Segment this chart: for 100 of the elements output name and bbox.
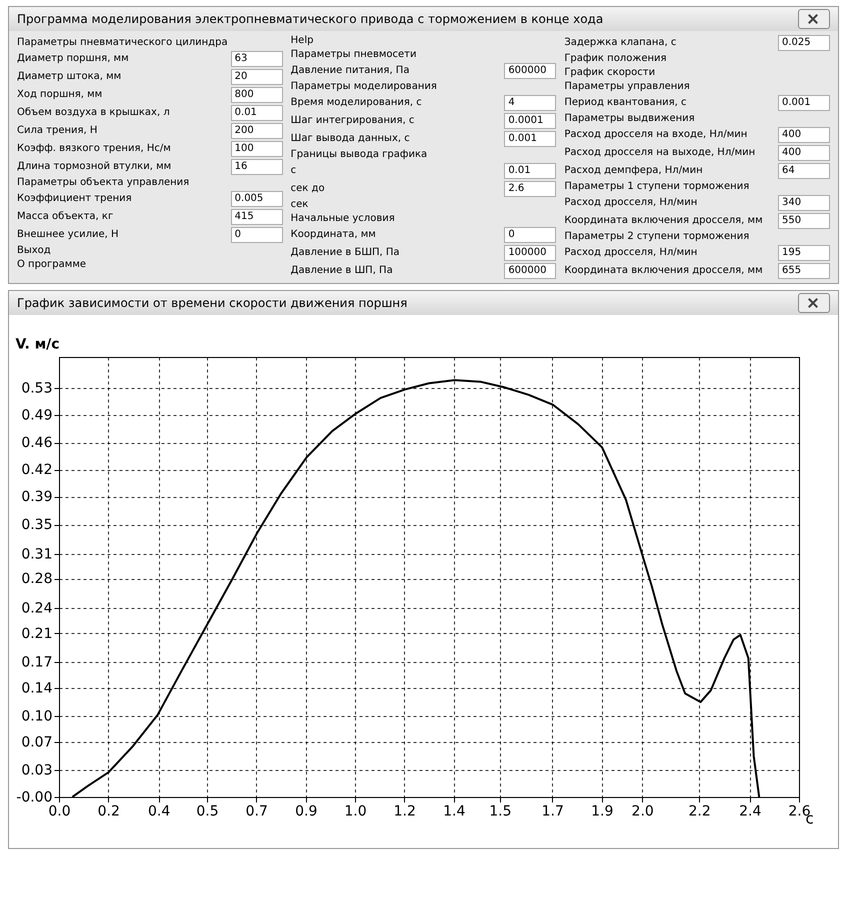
text: 340 xyxy=(778,195,830,211)
text: Параметры управления xyxy=(564,81,690,93)
text: Давление в ШП, Па xyxy=(290,265,393,277)
text: Параметры 1 ступени торможения xyxy=(564,181,750,193)
x-tick-label: 1.9 xyxy=(591,804,614,820)
x-tick-label: 0.7 xyxy=(246,804,268,820)
text: 0.005 xyxy=(230,191,283,207)
text: с xyxy=(290,165,296,177)
text: 64 xyxy=(778,163,830,179)
y-tick-label: 0.42 xyxy=(21,462,52,478)
text: Шаг интегрирования, с xyxy=(290,115,414,127)
text: 655 xyxy=(778,263,830,279)
text: Параметры выдвижения xyxy=(564,113,695,125)
text: 415 xyxy=(230,209,283,225)
text: Программа моделирования электропневматического привода с торможением в конце хода xyxy=(17,12,604,26)
x-tick-label: 0.4 xyxy=(148,804,170,820)
text: Границы вывода графика xyxy=(290,149,428,161)
text: Параметры 2 ступени торможения xyxy=(564,231,750,243)
text: Давление в БШП, Па xyxy=(290,247,400,259)
text: 195 xyxy=(778,245,830,261)
text: 0.0001 xyxy=(504,113,556,129)
text: О программе xyxy=(17,259,86,271)
y-tick-label: 0.14 xyxy=(21,680,53,697)
text: сек xyxy=(290,199,308,211)
text: Сила трения, Н xyxy=(17,125,98,137)
text: 0.01 xyxy=(230,105,283,121)
text: Help xyxy=(290,35,314,47)
text: Период квантования, с xyxy=(564,97,687,109)
y-tick-label: 0.21 xyxy=(21,626,52,642)
y-tick-label: 0.35 xyxy=(21,517,52,534)
text: Диаметр поршня, мм xyxy=(17,53,129,65)
text: Параметры пневматического цилиндра xyxy=(17,37,228,49)
text: Расход демпфера, Нл/мин xyxy=(564,165,703,177)
text: Внешнее усилие, Н xyxy=(17,229,119,241)
text: Расход дросселя, Нл/мин xyxy=(564,197,698,209)
text: Параметры объекта управления xyxy=(17,177,190,189)
text: Шаг вывода данных, с xyxy=(290,133,410,145)
text: 400 xyxy=(778,145,830,161)
text: Коэфф. вязкого трения, Нс/м xyxy=(17,143,171,155)
text: 63 xyxy=(230,51,283,67)
text: 0.025 xyxy=(778,35,830,51)
text: 20 xyxy=(230,69,283,85)
y-tick-label: 0.10 xyxy=(21,708,52,725)
text: сек до xyxy=(290,183,325,195)
y-tick-label: 0.53 xyxy=(21,380,52,396)
x-tick-label: 0.5 xyxy=(196,804,219,820)
x-tick-label: 0.2 xyxy=(98,804,120,820)
y-tick-label: 0.07 xyxy=(21,734,52,751)
y-axis-title: V. м/с xyxy=(16,336,60,352)
text: Объем воздуха в крышках, л xyxy=(17,107,170,119)
text: 550 xyxy=(778,213,830,229)
text: Параметры моделирования xyxy=(290,81,437,93)
y-tick-label: 0.46 xyxy=(21,435,53,452)
x-tick-label: 2.4 xyxy=(739,804,762,820)
text: Выход xyxy=(17,245,51,257)
y-tick-label: 0.03 xyxy=(21,762,52,778)
text: Координата включения дросселя, мм xyxy=(564,215,763,227)
text: 800 xyxy=(230,87,283,103)
y-tick-label: 0.31 xyxy=(21,546,52,562)
text: Масса объекта, кг xyxy=(17,211,114,223)
text: Начальные условия xyxy=(290,213,395,225)
text: 4 xyxy=(504,95,556,111)
text: График скорости xyxy=(564,67,656,79)
x-tick-label: 0.0 xyxy=(48,804,71,820)
y-tick-label: 0.28 xyxy=(21,571,52,588)
y-tick-label: 0.24 xyxy=(21,600,53,616)
text: Расход дросселя, Нл/мин xyxy=(564,247,698,259)
text: График положения xyxy=(564,53,667,65)
x-tick-label: 1.4 xyxy=(443,804,466,820)
x-tick-label: 1.2 xyxy=(394,804,416,820)
text: 100 xyxy=(230,141,283,157)
y-tick-label: -0.00 xyxy=(16,790,52,806)
text: Давление питания, Па xyxy=(290,65,410,77)
text: 0 xyxy=(504,227,556,243)
x-tick-label: 1.5 xyxy=(489,804,512,820)
text: 0.001 xyxy=(504,131,556,147)
text: 0.001 xyxy=(778,95,830,111)
text: Диаметр штока, мм xyxy=(17,71,122,83)
text: Расход дросселя на выходе, Нл/мин xyxy=(564,147,756,159)
text: 2.6 xyxy=(504,181,556,197)
text: Параметры пневмосети xyxy=(290,49,416,61)
text: Время моделирования, с xyxy=(290,97,422,109)
text: 600000 xyxy=(504,263,556,279)
x-tick-label: 1.0 xyxy=(344,804,367,820)
text: Расход дросселя на входе, Нл/мин xyxy=(564,129,748,141)
y-tick-label: 0.49 xyxy=(21,407,52,424)
text: 400 xyxy=(778,127,830,143)
chart-title: График зависимости от времени скорости движения поршня xyxy=(17,296,408,310)
text: Ход поршня, мм xyxy=(17,89,102,101)
text: 16 xyxy=(230,159,283,175)
text: 600000 xyxy=(504,63,556,79)
y-tick-label: 0.39 xyxy=(21,489,52,506)
text: Коэффициент трения xyxy=(17,193,132,205)
x-tick-label: 1.7 xyxy=(542,804,564,820)
x-tick-label: 2.0 xyxy=(632,804,654,820)
y-tick-label: 0.17 xyxy=(21,654,52,670)
text: 200 xyxy=(230,123,283,139)
text: 100000 xyxy=(504,245,556,261)
text: Координата, мм xyxy=(290,229,376,241)
text: Координата включения дросселя, мм xyxy=(564,265,763,277)
